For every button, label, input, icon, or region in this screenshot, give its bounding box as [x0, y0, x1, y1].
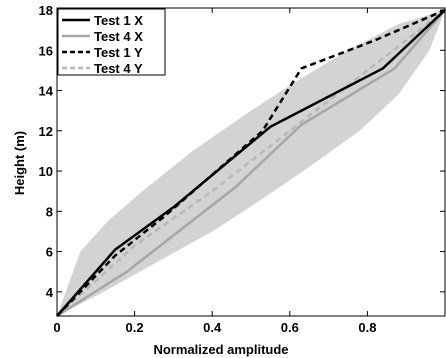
y-tick-label: 6 [46, 245, 53, 260]
y-tick-label: 4 [46, 285, 54, 300]
x-tick-label: 0.2 [126, 320, 144, 335]
y-tick-label: 12 [39, 124, 53, 139]
y-axis-label: Height (m) [12, 131, 27, 195]
y-tick-label: 16 [39, 43, 53, 58]
x-tick-label: 0.8 [358, 320, 376, 335]
y-tick-label: 18 [39, 3, 53, 18]
legend-label: Test 1 Y [94, 45, 143, 60]
axis-ticks: 0 0.2 0.4 0.6 0.8 4 6 8 10 12 14 16 18 [39, 3, 445, 335]
series-line-test-4-y [56, 9, 446, 317]
y-tick-label: 14 [39, 84, 54, 99]
y-tick-label: 10 [39, 164, 53, 179]
y-tick-label: 8 [46, 204, 53, 219]
plot-frame [56, 7, 446, 317]
x-tick-label: 0.4 [203, 320, 222, 335]
legend-label: Test 1 X [94, 13, 143, 28]
series-line-test-1-y [56, 8, 446, 317]
series-line-test-4-x [56, 9, 446, 318]
legend-label: Test 4 X [94, 29, 143, 44]
x-tick-label: 0 [53, 320, 60, 335]
x-axis-label: Normalized amplitude [153, 342, 288, 357]
x-tick-label: 0.6 [281, 320, 299, 335]
series-group [56, 8, 446, 318]
legend-label: Test 4 Y [94, 61, 143, 76]
